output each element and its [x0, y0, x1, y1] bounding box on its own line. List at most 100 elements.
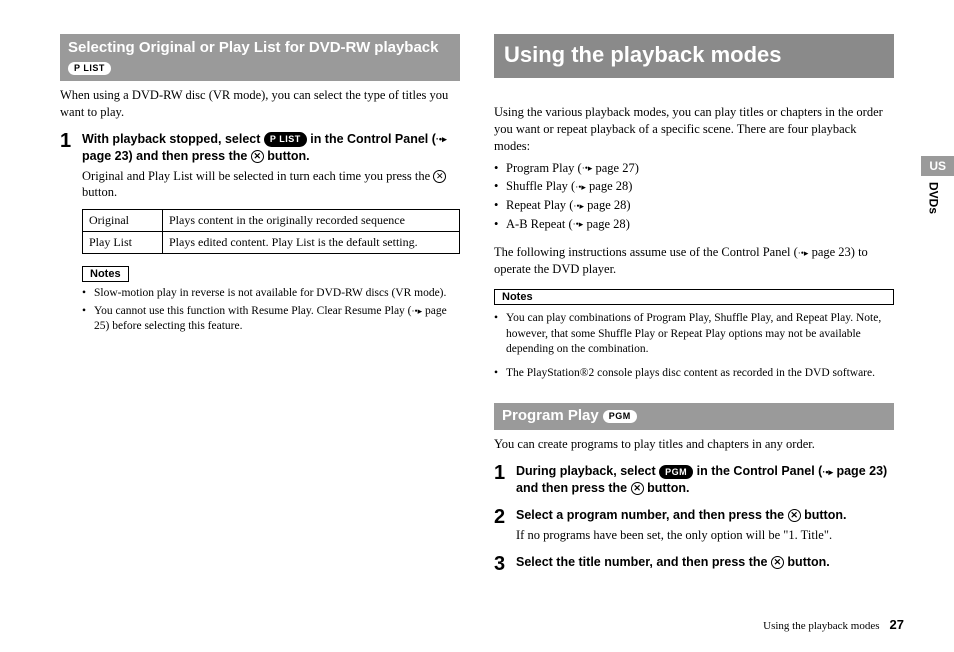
step-title: Select the title number, and then press … [516, 554, 894, 571]
step-number: 1 [494, 463, 508, 497]
step-text: button. [647, 481, 689, 495]
step-title: During playback, select PGM in the Contr… [516, 463, 894, 497]
note-text: You can play combinations of Program Pla… [506, 311, 894, 358]
program-intro: You can create programs to play titles a… [494, 436, 894, 453]
arrow-icon: ·•▸ [582, 162, 593, 176]
bullet-icon: • [82, 304, 90, 335]
step-number: 2 [494, 507, 508, 544]
arrow-icon: ·•▸ [575, 181, 586, 195]
left-column: Selecting Original or Play List for DVD-… [60, 34, 460, 632]
table-cell: Plays content in the originally recorded… [163, 210, 460, 232]
x-button-icon: ✕ [771, 556, 784, 569]
arrow-icon: ·•▸ [798, 247, 809, 259]
note-item: • You cannot use this function with Resu… [82, 304, 460, 335]
follow-text: The following instructions assume use of… [494, 244, 894, 278]
x-button-icon: ✕ [788, 509, 801, 522]
step-text: button. [267, 149, 309, 163]
mode-item: • Program Play (·•▸ page 27) [494, 159, 894, 178]
footer-title: Using the playback modes [763, 620, 879, 632]
mode-text: A-B Repeat (·•▸ page 28) [506, 215, 630, 234]
step-text: in the Control Panel ( [310, 132, 436, 146]
bullet-icon: • [494, 177, 502, 196]
note-item: • The PlayStation®2 console plays disc c… [494, 366, 894, 382]
note-item: • You can play combinations of Program P… [494, 311, 894, 358]
notes-label: Notes [494, 289, 894, 305]
right-step-3: 3 Select the title number, and then pres… [494, 554, 894, 574]
bullet-icon: • [494, 311, 502, 358]
program-play-header: Program Play PGM [494, 403, 894, 430]
side-tab-dvds: DVDs [927, 182, 941, 214]
right-step-2: 2 Select a program number, and then pres… [494, 507, 894, 544]
table-row: Original Plays content in the originally… [83, 210, 460, 232]
step-text: button. [787, 555, 829, 569]
notes-label: Notes [82, 266, 129, 282]
right-column: Using the playback modes Using the vario… [494, 34, 894, 632]
arrow-icon: ·•▸ [822, 466, 833, 478]
step-number: 1 [60, 131, 74, 335]
step-sub-text: button. [82, 185, 117, 199]
mode-item: • Repeat Play (·•▸ page 28) [494, 196, 894, 215]
step-text: Select the title number, and then press … [516, 555, 767, 569]
plist-badge: P LIST [68, 62, 111, 75]
step-text: With playback stopped, select [82, 132, 260, 146]
table-row: Play List Plays edited content. Play Lis… [83, 232, 460, 254]
mode-list: • Program Play (·•▸ page 27) • Shuffle P… [494, 159, 894, 234]
arrow-icon: ·•▸ [436, 133, 447, 145]
step-body: Select a program number, and then press … [516, 507, 894, 544]
bullet-icon: • [494, 159, 502, 178]
right-step-1: 1 During playback, select PGM in the Con… [494, 463, 894, 497]
left-intro: When using a DVD-RW disc (VR mode), you … [60, 87, 460, 121]
step-subtext: Original and Play List will be selected … [82, 168, 460, 202]
side-tab-us: US [921, 156, 954, 176]
arrow-icon: ·•▸ [573, 200, 584, 214]
note-text: Slow-motion play in reverse is not avail… [94, 286, 446, 302]
step-body: Select the title number, and then press … [516, 554, 894, 574]
step-body: With playback stopped, select P LIST in … [82, 131, 460, 335]
step-text: Select a program number, and then press … [516, 508, 784, 522]
arrow-icon: ·•▸ [412, 305, 423, 317]
main-header: Using the playback modes [494, 34, 894, 78]
header-text-2: playback [374, 39, 438, 58]
mode-item: • Shuffle Play (·•▸ page 28) [494, 177, 894, 196]
step-sub-text: Original and Play List will be selected … [82, 169, 430, 183]
step-title: With playback stopped, select P LIST in … [82, 131, 460, 165]
step-text: page 23) and then press the [82, 149, 247, 163]
step-number: 3 [494, 554, 508, 574]
note-item: • Slow-motion play in reverse is not ava… [82, 286, 460, 302]
playlist-table: Original Plays content in the originally… [82, 209, 460, 254]
mode-text: Shuffle Play (·•▸ page 28) [506, 177, 632, 196]
left-step-1: 1 With playback stopped, select P LIST i… [60, 131, 460, 335]
mode-item: • A-B Repeat (·•▸ page 28) [494, 215, 894, 234]
note-text: You cannot use this function with Resume… [94, 304, 460, 335]
bullet-icon: • [82, 286, 90, 302]
step-body: During playback, select PGM in the Contr… [516, 463, 894, 497]
bullet-icon: • [494, 366, 502, 382]
page-number: 27 [890, 617, 904, 632]
header-text-1: Selecting Original or Play List for DVD-… [68, 39, 370, 58]
page-footer: Using the playback modes 27 [763, 617, 904, 632]
x-button-icon: ✕ [251, 150, 264, 163]
pgm-badge-inline: PGM [659, 465, 693, 479]
step-title: Select a program number, and then press … [516, 507, 894, 524]
step-text: in the Control Panel ( [697, 464, 823, 478]
table-cell: Plays edited content. Play List is the d… [163, 232, 460, 254]
mode-text: Repeat Play (·•▸ page 28) [506, 196, 631, 215]
follow-pre: The following instructions assume use of… [494, 245, 798, 259]
step-text: During playback, select [516, 464, 656, 478]
note-text: The PlayStation®2 console plays disc con… [506, 366, 875, 382]
arrow-icon: ·•▸ [573, 218, 584, 232]
table-cell: Play List [83, 232, 163, 254]
pgm-badge: PGM [603, 410, 637, 423]
bullet-icon: • [494, 215, 502, 234]
notes-list: • You can play combinations of Program P… [494, 309, 894, 381]
plist-badge-inline: P LIST [264, 132, 307, 146]
left-section-header: Selecting Original or Play List for DVD-… [60, 34, 460, 81]
bullet-icon: • [494, 196, 502, 215]
x-button-icon: ✕ [631, 482, 644, 495]
table-cell: Original [83, 210, 163, 232]
header-text: Program Play [502, 407, 599, 426]
page-container: Selecting Original or Play List for DVD-… [0, 0, 954, 652]
step-text: button. [804, 508, 846, 522]
step-subtext: If no programs have been set, the only o… [516, 527, 894, 544]
mode-text: Program Play (·•▸ page 27) [506, 159, 639, 178]
